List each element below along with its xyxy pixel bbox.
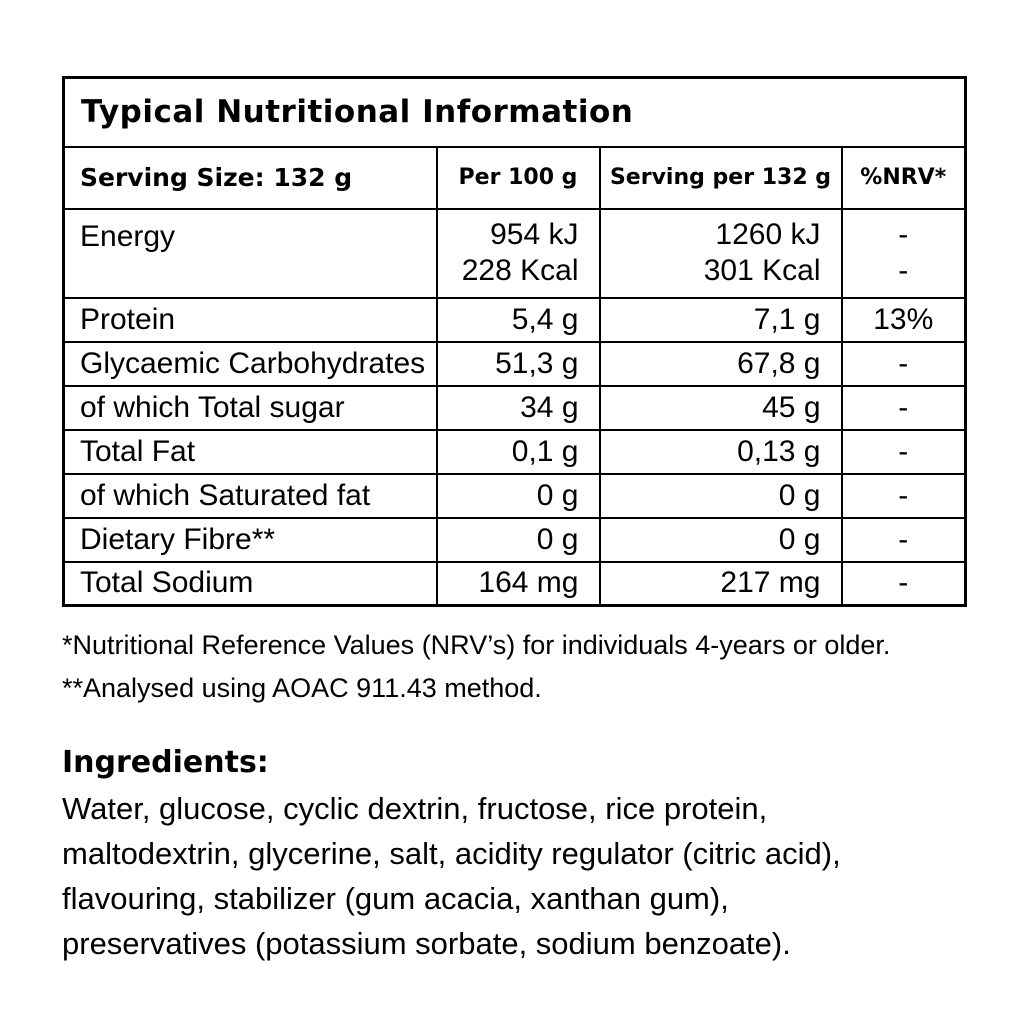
table-row-total-fat: Total Fat 0,1 g 0,13 g - [62,428,967,475]
nutrient-label: Total Fat [62,428,438,475]
nutrient-label: Glycaemic Carbohydrates [62,340,438,387]
table-title: Typical Nutritional Information [62,76,967,148]
per-100g-value: 0 g [435,516,601,563]
nrv-value: - [840,560,967,607]
table-row-total-sugar: of which Total sugar 34 g 45 g - [62,384,967,431]
per-serving-value: 217 mg [598,560,843,607]
per-serving-value: 0 g [598,516,843,563]
nrv-value: 13% [840,296,967,343]
column-header-per-100g: Per 100 g [435,145,601,210]
per-100g-value: 5,4 g [435,296,601,343]
per-100g-value: 34 g [435,384,601,431]
nutrition-label: Typical Nutritional Information Serving … [62,76,967,966]
column-header-per-serving: Serving per 132 g [598,145,843,210]
per-serving-value: 7,1 g [598,296,843,343]
per-100g-value: 51,3 g [435,340,601,387]
nrv-value: - [840,340,967,387]
table-row-saturated-fat: of which Saturated fat 0 g 0 g - [62,472,967,519]
table-row-energy: Energy 954 kJ 228 Kcal 1260 kJ 301 Kcal … [62,207,967,299]
nutrition-table: Typical Nutritional Information Serving … [62,76,967,607]
nrv-value: - [840,516,967,563]
nrv-value: - [840,384,967,431]
nutrient-label: Total Sodium [62,560,438,607]
nrv-value: - [840,472,967,519]
footnotes: *Nutritional Reference Values (NRV’s) fo… [62,624,964,710]
per-serving-value: 45 g [598,384,843,431]
table-row-dietary-fibre: Dietary Fibre** 0 g 0 g - [62,516,967,563]
nrv-value: - - [840,207,967,299]
ingredients-heading: Ingredients: [62,745,269,780]
title-row: Typical Nutritional Information [62,76,967,148]
nutrient-label: Protein [62,296,438,343]
per-100g-value: 164 mg [435,560,601,607]
ingredients-text: Water, glucose, cyclic dextrin, fructose… [62,791,841,961]
nrv-value: - [840,428,967,475]
per-100g-value: 0,1 g [435,428,601,475]
per-100g-value: 954 kJ 228 Kcal [435,207,601,299]
per-serving-value: 67,8 g [598,340,843,387]
nutrient-label: of which Total sugar [62,384,438,431]
ingredients-section: Ingredients: Water, glucose, cyclic dext… [62,743,964,966]
per-serving-value: 0,13 g [598,428,843,475]
table-row-protein: Protein 5,4 g 7,1 g 13% [62,296,967,343]
footnote-analysis: **Analysed using AOAC 911.43 method. [62,673,542,703]
nutrient-label: of which Saturated fat [62,472,438,519]
column-header-nrv: %NRV* [840,145,967,210]
footnote-nrv: *Nutritional Reference Values (NRV’s) fo… [62,630,891,660]
per-100g-value: 0 g [435,472,601,519]
per-serving-value: 0 g [598,472,843,519]
header-row: Serving Size: 132 g Per 100 g Serving pe… [62,145,967,210]
nutrient-label: Dietary Fibre** [62,516,438,563]
table-row-total-sodium: Total Sodium 164 mg 217 mg - [62,560,967,607]
table-row-carbohydrates: Glycaemic Carbohydrates 51,3 g 67,8 g - [62,340,967,387]
per-serving-value: 1260 kJ 301 Kcal [598,207,843,299]
column-header-serving-size: Serving Size: 132 g [62,145,438,210]
nutrient-label: Energy [62,207,438,299]
